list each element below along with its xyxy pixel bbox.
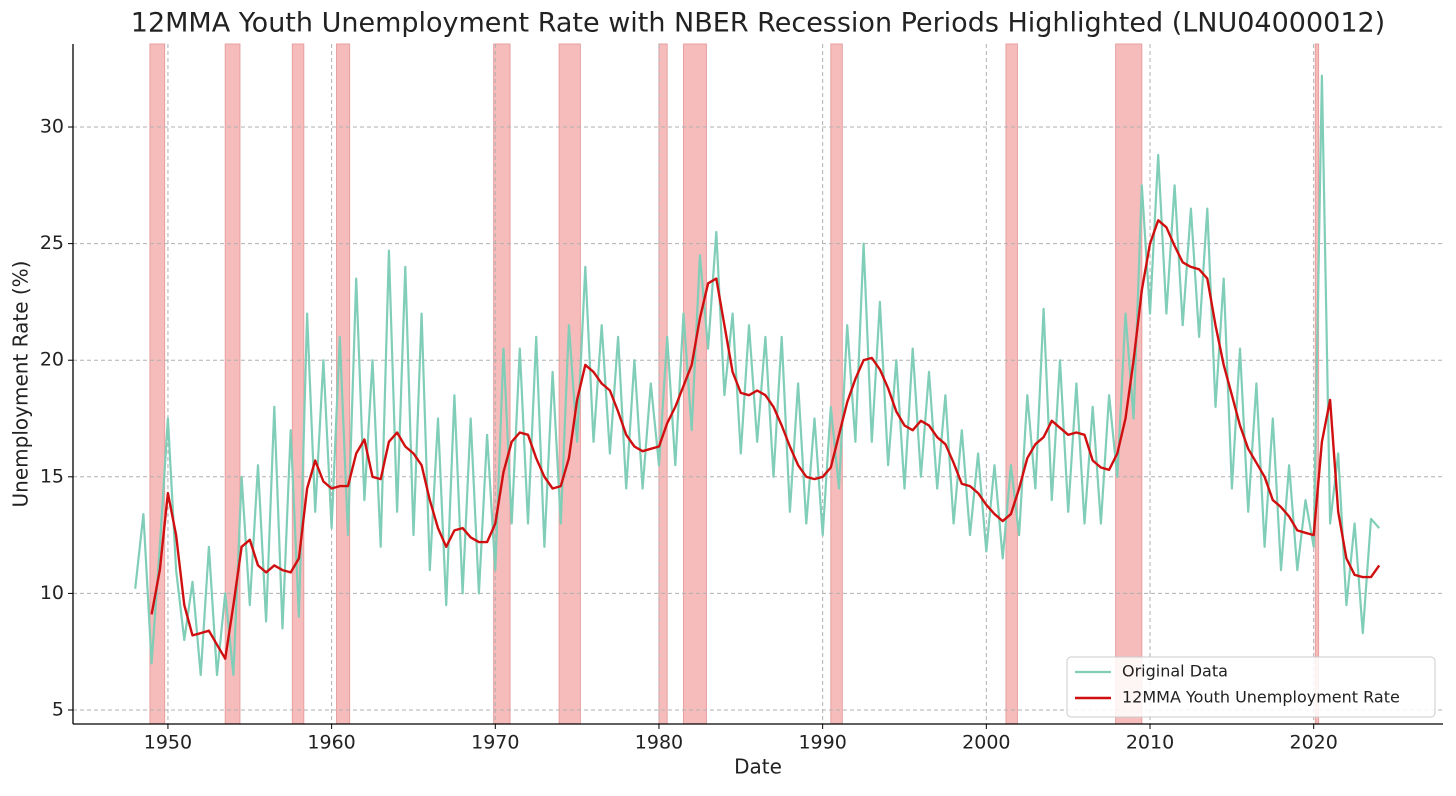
recession-band — [1005, 43, 1018, 725]
y-axis-label: Unemployment Rate (%) — [9, 261, 33, 508]
legend-label: 12MMA Youth Unemployment Rate — [1122, 688, 1400, 707]
legend-label: Original Data — [1122, 662, 1228, 681]
recession-band — [1115, 43, 1143, 725]
x-tick-label: 1980 — [635, 732, 683, 754]
chart-title: 12MMA Youth Unemployment Rate with NBER … — [131, 8, 1385, 39]
recession-band — [558, 43, 581, 725]
recession-band — [149, 43, 166, 725]
y-tick-label: 15 — [40, 465, 64, 487]
series-line — [134, 74, 1381, 677]
x-tick-label: 2020 — [1290, 732, 1338, 754]
y-tick-label: 30 — [40, 116, 64, 138]
x-tick-label: 1990 — [798, 732, 846, 754]
y-tick-label: 20 — [40, 349, 64, 371]
y-tick-label: 25 — [40, 232, 64, 254]
y-tick-label: 10 — [40, 582, 64, 604]
legend-box — [1066, 656, 1436, 718]
x-tick-label: 1970 — [471, 732, 519, 754]
x-tick-label: 1950 — [144, 732, 192, 754]
series-line — [150, 219, 1381, 660]
x-tick-label: 2010 — [1126, 732, 1174, 754]
recession-band — [830, 43, 843, 725]
recession-band — [683, 43, 707, 725]
x-axis-label: Date — [734, 755, 782, 779]
x-tick-label: 1960 — [307, 732, 355, 754]
recession-band — [658, 43, 668, 725]
y-tick-label: 5 — [52, 699, 64, 721]
x-tick-label: 2000 — [962, 732, 1010, 754]
recession-band — [291, 43, 305, 725]
